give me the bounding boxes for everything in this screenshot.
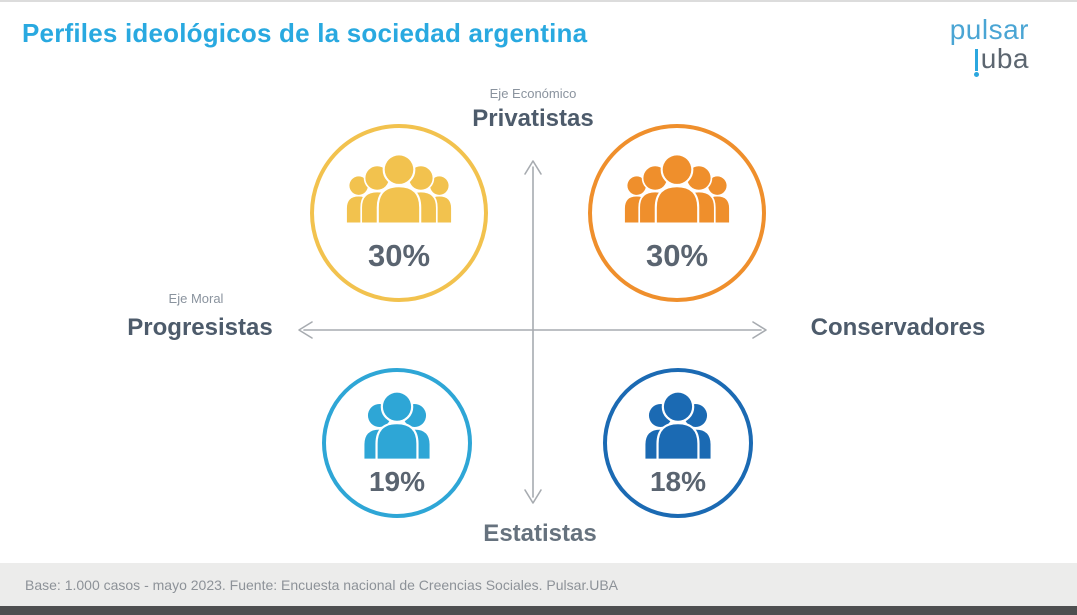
arrow-down-icon [524,489,542,504]
quadrant-value: 18% [649,465,707,497]
quadrant-estatistas-progresistas: 19% [322,368,472,518]
axis-bottom-label: Estatistas [483,520,597,547]
quadrant-estatistas-conservadores: 18% [603,368,753,518]
arrow-up-icon [524,160,542,175]
pulsar-uba-logo: pulsar uba [949,14,1029,77]
quadrant-value: 30% [645,238,709,273]
quadrant-privatistas-conservadores: 30% [588,124,766,302]
axis-left-label: Progresistas [127,314,273,341]
arrow-left-icon [298,321,313,339]
pulse-tick-icon [973,49,979,77]
axis-top-label: Privatistas [472,105,594,132]
people-group-5-icon [340,152,458,236]
source-footer: Base: 1.000 casos - mayo 2023. Fuente: E… [0,563,1077,606]
people-group-5-icon [618,152,736,236]
people-group-3-icon [634,389,722,464]
moral-axis-label: Eje Moral [168,291,224,306]
people-group-3-icon [353,389,441,464]
quadrant-privatistas-progresistas: 30% [310,124,488,302]
quadrant-value: 19% [368,465,426,497]
quadrant-value: 30% [367,238,431,273]
bottom-bar [0,606,1077,615]
arrow-right-icon [752,321,767,339]
logo-pulsar-text: pulsar [949,14,1029,45]
source-text: Base: 1.000 casos - mayo 2023. Fuente: E… [25,576,619,593]
economic-axis-label: Eje Económico [489,86,577,101]
page-title: Perfiles ideológicos de la sociedad arge… [22,18,588,48]
logo-uba-text: uba [973,45,1029,77]
axis-right-label: Conservadores [810,314,986,341]
